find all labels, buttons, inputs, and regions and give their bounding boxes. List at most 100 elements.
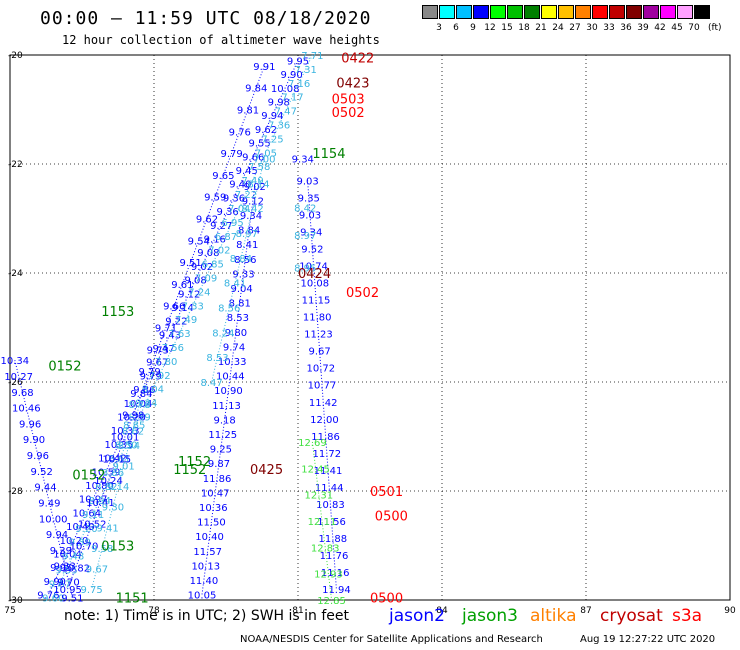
wave-height-label: 9.71 [155,324,177,335]
wave-height-label: 9.03 [299,210,321,221]
wave-height-label: 7.80 [155,357,177,368]
wave-height-label: 12.83 [311,543,340,554]
wave-height-label: 9.39 [50,546,72,557]
wave-height-label: 7.33 [182,301,204,312]
wave-height-label: 10.01 [111,433,140,444]
lon-tick-label: 75 [4,606,15,616]
wave-height-label: 10.05 [188,591,217,602]
wave-height-label: 11.23 [304,330,333,341]
wave-height-label: 9.90 [280,70,302,81]
wave-height-label: 10.27 [4,372,33,383]
credit-text: NOAA/NESDIS Center for Satellite Applica… [240,634,543,645]
wave-height-label: 9.30 [102,503,124,514]
wave-height-label: 11.16 [321,568,350,579]
wave-height-label: 7.04 [228,204,250,215]
wave-height-label: 8.56 [234,255,256,266]
wave-height-label: 10.59 [92,467,121,478]
wave-height-label: 9.35 [298,193,320,204]
colorbar-label: 9 [470,23,476,33]
wave-height-label: 11.15 [302,296,331,307]
wave-height-label: 9.67 [49,579,71,590]
wave-height-label: 11.41 [314,466,343,477]
wave-height-label: 9.03 [296,176,318,187]
legend-jason2: jason2 [389,606,445,626]
colorbar-swatch [422,5,438,19]
wave-height-label: 9.81 [237,106,259,117]
pass-time-label: 0423 [336,76,369,91]
wave-height-label: 6.85 [202,260,224,271]
wave-height-label: 9.33 [232,269,254,280]
wave-height-label: 7.24 [188,287,210,298]
wave-height-label: 12.93 [314,570,343,581]
colorbar-swatch [473,5,489,19]
wave-height-label: 9.60 [42,593,64,604]
wave-height-label: 10.83 [316,500,345,511]
wave-height-label: 10.08 [271,84,300,95]
wave-height-label: 10.40 [66,522,95,533]
colorbar-swatch [439,5,455,19]
lat-tick-label: -20 [8,51,23,61]
wave-height-label: 9.79 [140,371,162,382]
wave-height-label: 9.33 [54,562,76,573]
legend-altika: altika [530,606,577,626]
page-subtitle: 12 hour collection of altimeter wave hei… [62,33,380,47]
wave-height-label: 9.74 [223,342,245,353]
wave-height-label: 8.14 [247,179,269,190]
colorbar-label: 6 [453,23,459,33]
wave-height-label: 9.34 [240,211,262,222]
pass-time-label: 0501 [370,485,403,500]
wave-height-label: 9.51 [179,258,201,269]
wave-height-label: 10.64 [72,508,101,519]
colorbar-swatch [643,5,659,19]
wave-height-label: 9.52 [31,467,53,478]
wave-height-label: 9.86 [133,385,155,396]
colorbar-label: 42 [654,23,666,33]
colorbar-swatch [592,5,608,19]
wave-height-label: 9.67 [146,358,168,369]
wave-height-label: 8.85 [123,420,145,431]
wave-height-label: 7.02 [208,246,230,257]
pass-time-label: 0152 [72,469,105,484]
colorbar-swatch [677,5,693,19]
wave-height-label: 11.86 [203,474,232,485]
wave-height-label: 8.42 [294,204,316,215]
wave-height-label: 10.35 [104,440,133,451]
wave-height-label: 12.31 [304,491,333,502]
wave-height-label: 10.40 [195,532,224,543]
track-line [307,180,337,590]
colorbar-label: 39 [637,23,649,33]
wave-height-label: 9.44 [34,483,56,494]
wave-height-label: 7.17 [281,93,303,104]
wave-height-label: 8.82 [95,482,117,493]
wave-height-label: 11.50 [197,518,226,529]
legend-jason3: jason3 [462,606,518,626]
wave-height-label: 9.34 [292,155,314,166]
wave-height-label: 9.98 [122,411,144,422]
wave-height-label: 9.76 [229,127,251,138]
wave-height-label: 9.01 [112,462,134,473]
wave-height-label: 10.82 [61,563,90,574]
wave-height-label: 7.36 [268,121,290,132]
lat-tick-label: -22 [8,160,23,170]
wave-height-label: 7.63 [168,329,190,340]
wave-height-label: 9.02 [244,182,266,193]
wave-height-label: 8.97 [236,229,258,240]
timestamp-text: Aug 19 12:27:22 UTC 2020 [580,634,716,645]
colorbar-label: 3 [436,23,442,33]
wave-height-label: 8.56 [218,304,240,315]
note-text: note: 1) Time is in UTC; 2) SWH is in fe… [64,608,350,624]
pass-time-label: 0502 [346,286,379,301]
wave-height-label: 9.79 [138,367,160,378]
wave-height-label: 7.22 [235,190,257,201]
colorbar-swatch [694,5,710,19]
wave-height-label: 9.41 [96,523,118,534]
wave-height-label: 11.76 [320,551,349,562]
wave-height-label: 10.33 [111,426,140,437]
wave-height-label: 8.39 [128,413,150,424]
track-line [67,65,265,590]
wave-height-label: 9.55 [248,139,270,150]
wave-height-label: 11.56 [317,517,346,528]
colorbar-swatch [626,5,642,19]
colorbar-swatch [507,5,523,19]
